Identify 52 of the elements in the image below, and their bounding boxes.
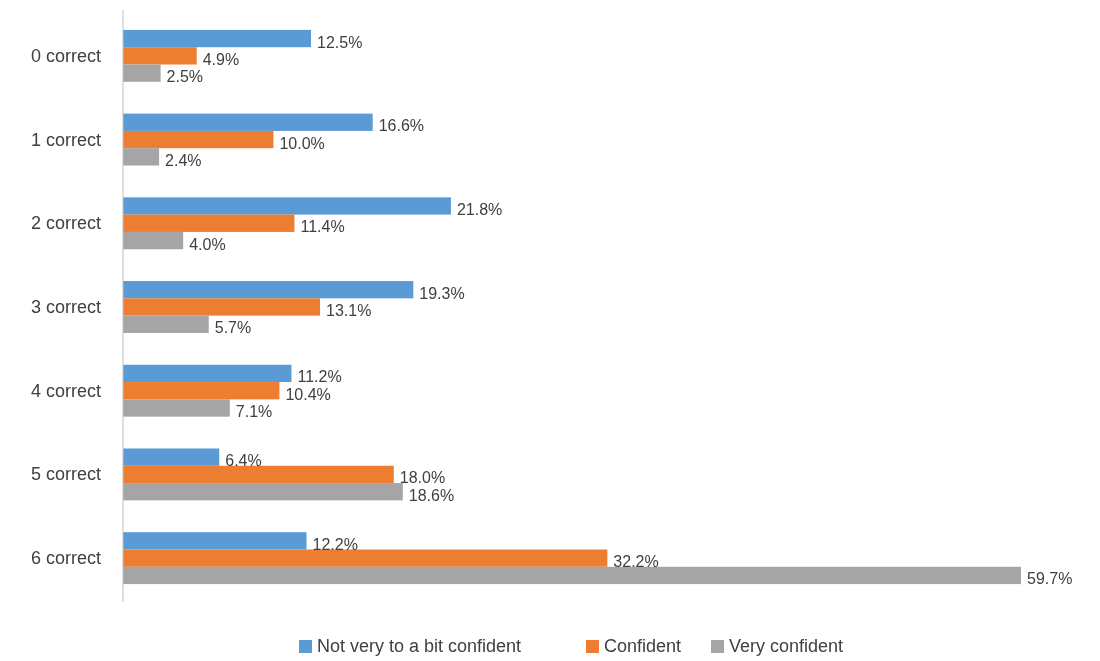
data-label: 2.4%: [165, 151, 202, 169]
bar: [123, 214, 295, 232]
data-label: 12.5%: [317, 33, 363, 51]
data-label: 21.8%: [456, 200, 503, 218]
bar: [123, 315, 209, 333]
data-label: 13.1%: [326, 302, 372, 319]
bar: [123, 483, 403, 501]
legend-label: Confident: [604, 636, 682, 656]
y-tick-label: 5 correct: [30, 464, 101, 485]
data-label: 11.2%: [297, 368, 342, 386]
y-tick-label: 2 correct: [30, 213, 101, 234]
bar: [123, 399, 230, 417]
data-label: 4.0%: [189, 235, 226, 253]
legend-label: Very confident: [729, 636, 844, 656]
data-label: 12.2%: [312, 535, 358, 553]
bar: [123, 382, 280, 400]
bar: [123, 566, 1021, 585]
data-label: 16.6%: [378, 117, 425, 135]
bar: [123, 29, 312, 48]
bar: [123, 364, 292, 383]
bar: [123, 532, 307, 550]
bar: [123, 47, 197, 65]
bar: [123, 281, 414, 299]
bar: [123, 130, 274, 149]
bar: [123, 465, 394, 484]
data-label: 19.3%: [419, 284, 465, 302]
data-label: 6.4%: [225, 452, 262, 470]
bar: [123, 298, 321, 316]
y-tick-label: 3 correct: [30, 297, 101, 317]
y-tick-label: 6 correct: [30, 548, 101, 569]
bar: [123, 113, 373, 131]
legend-label: Not very to a bit confident: [317, 636, 522, 656]
data-label: 10.0%: [279, 134, 325, 152]
data-label: 7.1%: [235, 403, 273, 421]
data-label: 2.5%: [166, 68, 204, 86]
data-label: 5.7%: [214, 319, 252, 337]
y-tick-label: 1 correct: [30, 129, 101, 150]
bar: [123, 197, 451, 215]
data-label: 59.7%: [1027, 570, 1073, 588]
data-label: 18.0%: [399, 469, 446, 487]
data-label: 4.9%: [202, 50, 240, 68]
data-label: 18.6%: [408, 486, 455, 504]
y-tick-label: 0 correct: [30, 45, 101, 66]
bar: [123, 148, 160, 166]
y-tick-label: 4 correct: [30, 380, 101, 401]
data-label: 10.4%: [285, 385, 331, 403]
data-label: 32.2%: [613, 553, 659, 571]
bar: [123, 448, 220, 466]
bar: [123, 549, 608, 567]
bar: [123, 64, 161, 82]
data-label: 11.4%: [300, 218, 345, 236]
bar: [123, 231, 184, 250]
